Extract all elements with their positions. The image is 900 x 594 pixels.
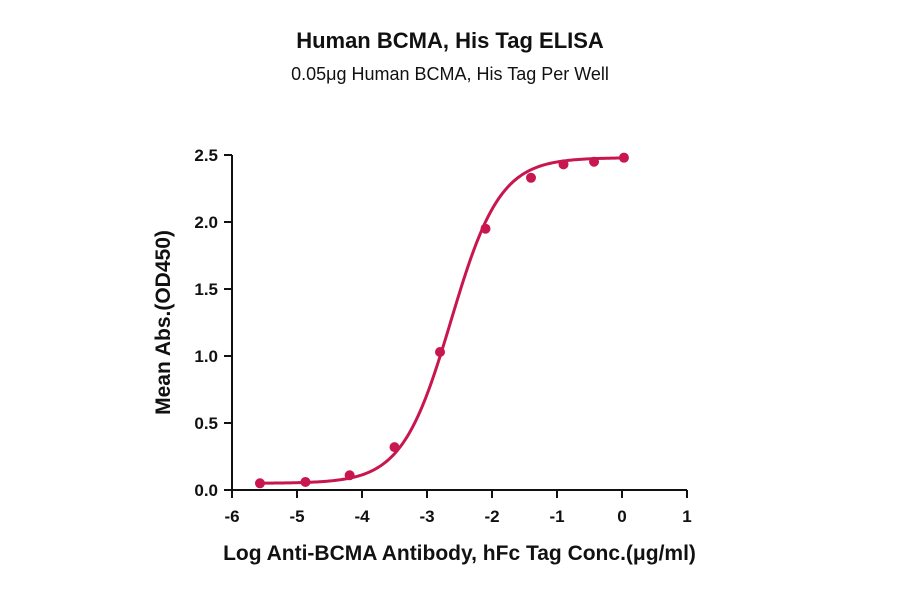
x-tick-label: -1 [549,507,564,526]
y-tick-label: 1.5 [194,280,218,299]
chart-title: Human BCMA, His Tag ELISA [296,28,604,53]
x-tick-label: -4 [354,507,370,526]
data-point [344,470,355,481]
fit-curve [259,156,624,485]
x-tick-label: 1 [682,507,691,526]
data-points [254,152,629,489]
y-axis-title: Mean Abs.(OD450) [152,230,175,415]
x-tick-label: -3 [419,507,434,526]
data-point [389,442,400,453]
y-tick-label: 2.0 [194,213,218,232]
data-point [254,478,265,489]
data-point [480,223,491,234]
y-tick-label: 0.0 [194,481,218,500]
x-tick-label: -6 [224,507,239,526]
data-point [435,346,445,357]
x-tick-label: 0 [617,507,626,526]
data-point [589,156,600,167]
x-tick-label: -5 [289,507,304,526]
chart-subtitle: 0.05μg Human BCMA, His Tag Per Well [291,64,609,84]
data-point [618,152,629,163]
data-point [300,476,311,487]
x-tick-label: -2 [484,507,499,526]
data-point [526,172,536,183]
y-tick-label: 0.5 [194,414,218,433]
axes: 0.0 0.5 1.0 1.5 2.0 2.5 -6 -5 -4 -3 -2 -1 0 1 [194,146,691,526]
data-point [558,159,569,170]
y-tick-label: 2.5 [194,146,218,165]
x-axis-title: Log Anti-BCMA Antibody, hFc Tag Conc.(μg… [223,542,696,565]
y-tick-label: 1.0 [194,347,218,366]
